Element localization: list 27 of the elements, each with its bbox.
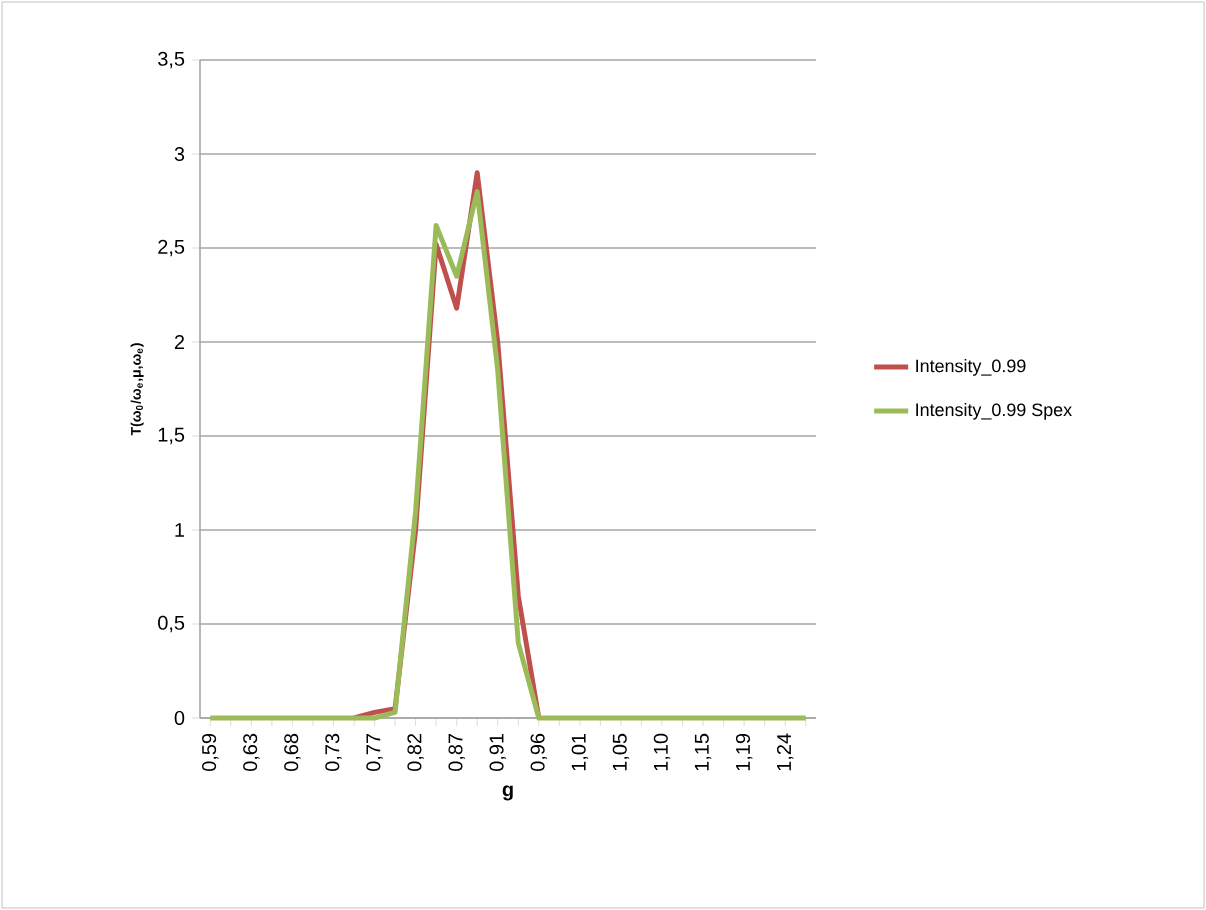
x-tick-label: 1,10 [653,733,671,771]
x-axis-title: g [502,785,513,801]
x-tick-label: 1,19 [735,733,753,771]
x-tick-label: 0,63 [243,733,260,772]
x-tick-label: 0,87 [448,734,465,772]
y-tick-label: 0 [174,710,185,726]
line-series [351,170,542,721]
x-tick-label: 1,05 [612,733,630,771]
y-tick-label: 0,5 [158,615,185,633]
x-tick-label: 0,59 [202,733,219,772]
x-tick-label: 0,77 [366,734,383,772]
y-tick-label: 1 [175,523,185,537]
x-tick-label: 1,24 [776,733,794,771]
x-tick-label: 1,15 [694,733,712,771]
legend-label: Intensity_0.99 Spex [916,402,1072,420]
x-tick-label: 0,91 [489,733,506,772]
x-tick-label: 0,73 [325,733,342,772]
x-tick-label: 0,68 [284,733,301,772]
y-tick-label: 3,5 [158,51,185,69]
y-tick-label: 2 [174,335,184,349]
x-tick-label: 0,82 [407,734,424,772]
legend-label: Intensity_0.99 [916,359,1026,376]
y-tick-label: 1,5 [158,427,185,445]
y-tick-label: 3 [174,146,185,162]
x-tick-label: 0,96 [530,733,548,772]
y-tick-label: 2,5 [158,239,185,257]
x-tick-label: 1,01 [571,733,589,771]
